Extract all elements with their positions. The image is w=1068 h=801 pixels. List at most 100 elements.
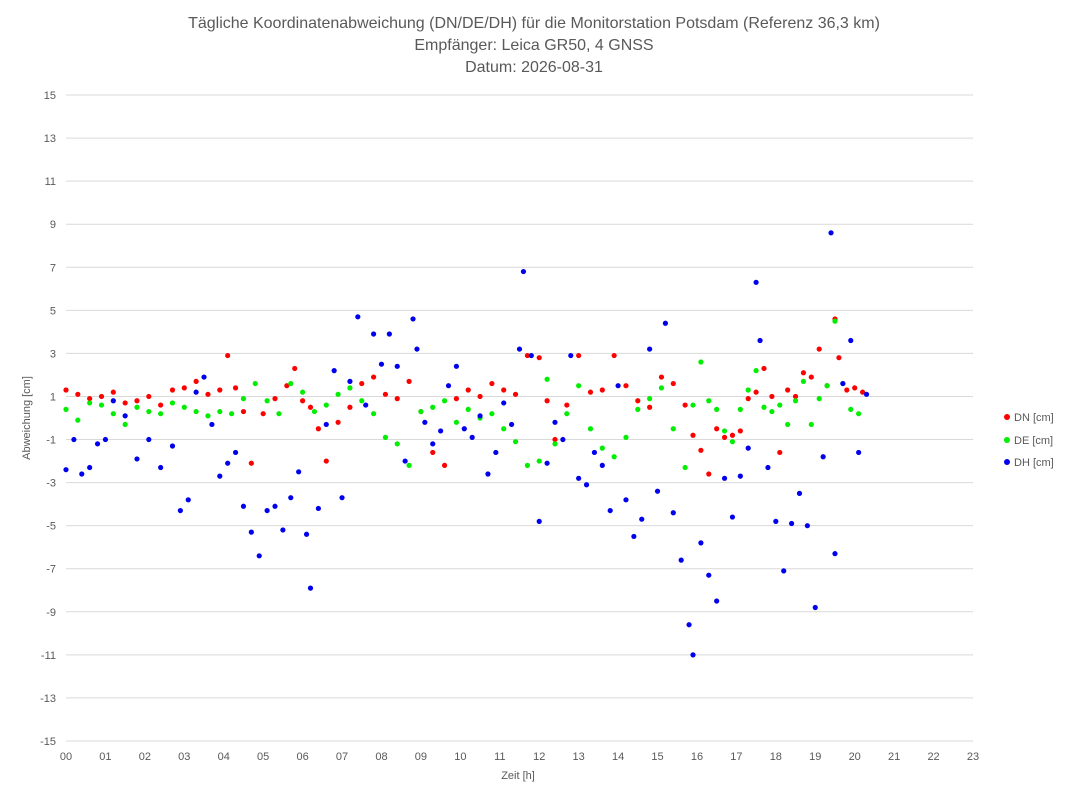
data-point-dh	[256, 553, 262, 559]
data-point-dh	[706, 572, 712, 578]
data-point-de	[122, 421, 128, 428]
data-point-dh	[765, 464, 771, 471]
data-point-dh	[820, 454, 826, 460]
data-point-dn	[205, 391, 211, 397]
data-point-dn	[706, 471, 712, 477]
y-tick-label: 15	[44, 90, 56, 102]
data-point-de	[721, 428, 728, 434]
legend-marker-dh	[1004, 459, 1010, 465]
y-tick-label: -11	[41, 650, 56, 662]
x-tick-label: 12	[533, 751, 545, 763]
data-point-de	[217, 408, 223, 415]
data-point-dn	[536, 355, 542, 361]
data-point-dh	[177, 507, 183, 514]
data-point-dh	[264, 507, 270, 514]
data-point-de	[753, 368, 759, 374]
data-point-dn	[169, 387, 176, 393]
data-point-dh	[102, 436, 109, 443]
data-point-dh	[193, 389, 199, 395]
data-point-de	[63, 406, 69, 412]
data-point-dn	[512, 391, 519, 397]
data-point-de	[418, 408, 424, 415]
data-point-dh	[370, 331, 377, 337]
data-point-de	[816, 396, 822, 402]
data-point-dn	[690, 432, 696, 438]
data-point-de	[856, 411, 862, 417]
data-point-dh	[812, 604, 818, 611]
data-point-dh	[323, 421, 329, 428]
data-point-de	[87, 400, 93, 406]
grid-layer	[66, 94, 973, 742]
data-point-de	[229, 411, 235, 417]
data-point-dh	[654, 488, 661, 494]
data-point-dh	[639, 516, 645, 522]
data-point-dh	[591, 449, 598, 456]
data-point-dh	[347, 378, 353, 384]
y-tick-label: -7	[46, 564, 56, 576]
data-point-dn	[761, 365, 767, 372]
data-point-dn	[122, 400, 128, 406]
data-point-dn	[240, 408, 247, 415]
data-point-dh	[753, 279, 759, 285]
data-point-dn	[524, 352, 530, 359]
data-point-dh	[757, 337, 763, 344]
data-point-dh	[796, 490, 803, 496]
data-point-dh	[217, 473, 223, 479]
data-point-dh	[469, 434, 475, 440]
data-point-dh	[453, 363, 460, 369]
data-point-de	[430, 404, 436, 410]
data-points-layer	[63, 230, 870, 658]
data-point-dn	[284, 383, 290, 389]
data-point-dn	[300, 398, 306, 404]
data-point-dh	[647, 346, 653, 352]
data-point-dn	[248, 460, 254, 466]
data-point-dn	[158, 402, 164, 408]
data-point-de	[441, 398, 448, 404]
x-tick-label: 08	[375, 751, 387, 763]
data-point-de	[848, 406, 854, 412]
data-point-de	[347, 385, 353, 391]
data-point-de	[587, 426, 594, 432]
series-dh	[63, 230, 870, 658]
data-point-dn	[370, 374, 377, 380]
series-de	[63, 318, 862, 471]
legend-marker-de	[1004, 437, 1010, 443]
data-point-dn	[260, 411, 266, 417]
data-point-de	[252, 380, 258, 387]
data-point-dh	[509, 421, 515, 428]
data-point-dn	[564, 402, 570, 408]
data-point-de	[146, 408, 152, 415]
data-point-dh	[134, 456, 140, 462]
data-point-dn	[769, 393, 775, 400]
data-point-dh	[544, 460, 550, 466]
x-tick-label: 22	[927, 751, 939, 763]
data-point-de	[75, 417, 81, 423]
data-point-dh	[615, 383, 621, 389]
x-tick-label: 23	[967, 751, 979, 763]
data-point-dn	[406, 378, 412, 384]
x-tick-label: 19	[809, 751, 821, 763]
data-point-dn	[87, 396, 93, 402]
data-point-dh	[461, 426, 467, 432]
data-point-de	[276, 411, 282, 417]
data-point-dh	[185, 497, 191, 503]
data-point-dh	[94, 441, 101, 447]
data-point-dh	[110, 398, 116, 404]
data-point-de	[576, 383, 582, 389]
data-point-dh	[225, 460, 231, 466]
data-point-dh	[670, 510, 676, 516]
data-point-dh	[840, 380, 846, 387]
data-point-dh	[789, 520, 795, 527]
y-tick-label: 9	[50, 219, 56, 231]
x-tick-label: 07	[336, 751, 348, 763]
data-point-dn	[729, 432, 736, 438]
x-tick-label: 17	[730, 751, 742, 763]
data-point-dh	[560, 436, 566, 443]
data-point-dh	[378, 361, 385, 367]
data-point-de	[670, 426, 676, 432]
data-point-dn	[611, 352, 617, 359]
y-tick-label: -5	[46, 521, 56, 533]
data-point-de	[729, 439, 736, 445]
x-tick-label: 01	[99, 751, 111, 763]
data-point-dn	[792, 393, 799, 400]
